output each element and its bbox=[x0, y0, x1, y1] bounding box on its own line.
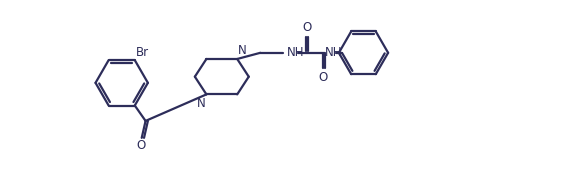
Text: NH: NH bbox=[287, 46, 305, 59]
Text: NH: NH bbox=[325, 46, 342, 59]
Text: N: N bbox=[238, 44, 247, 57]
Text: O: O bbox=[319, 71, 328, 84]
Text: O: O bbox=[302, 21, 311, 34]
Text: N: N bbox=[197, 97, 206, 110]
Text: O: O bbox=[137, 139, 146, 152]
Text: Br: Br bbox=[137, 46, 149, 59]
